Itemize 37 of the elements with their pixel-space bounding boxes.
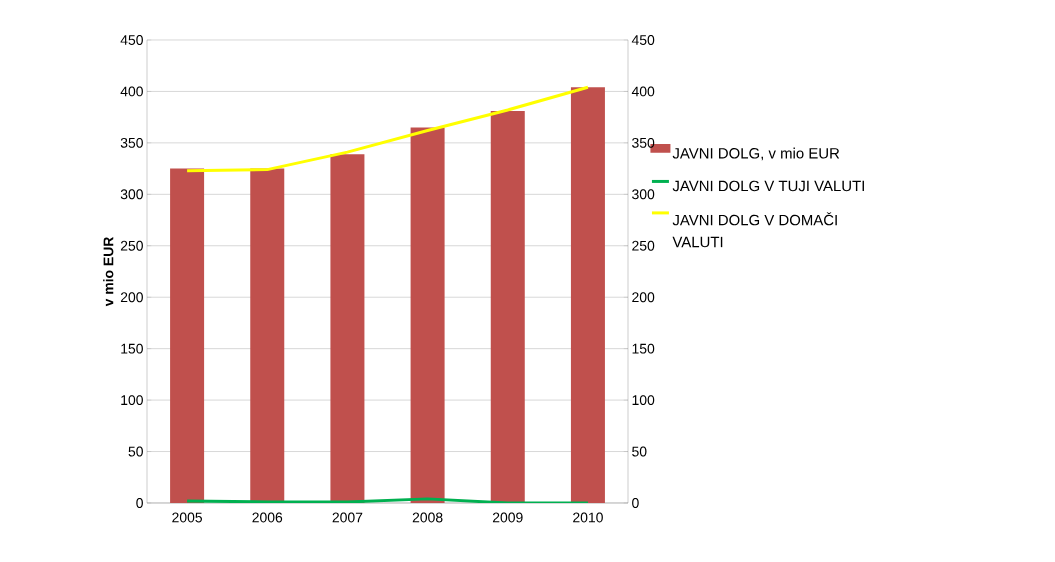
legend-label: JAVNI DOLG, v mio EUR — [672, 147, 840, 161]
y-tick-label: 50 — [128, 446, 143, 457]
y-tick-label: 0 — [136, 498, 143, 508]
legend-label: JAVNI DOLG V DOMAČI VALUTI — [672, 212, 837, 248]
y-tick-label: 450 — [120, 35, 143, 45]
legend-label: JAVNI DOLG V TUJI VALUTI — [672, 180, 864, 192]
bar — [490, 110, 525, 503]
y2-tick-label: 0 — [632, 498, 639, 508]
y2-tick-label: 100 — [632, 395, 655, 406]
y-tick-label: 400 — [120, 86, 143, 97]
y-tick-label: 300 — [120, 189, 143, 200]
x-tick-label: 2005 — [172, 512, 203, 523]
y2-tick-label: 200 — [632, 292, 655, 303]
y2-tick-label: 350 — [632, 137, 655, 148]
line-series — [185, 85, 590, 173]
bar — [570, 87, 605, 503]
x-tick-label: 2009 — [492, 512, 523, 523]
y-tick-label: 250 — [120, 240, 143, 251]
y2-tick-label: 50 — [632, 446, 647, 457]
y-axis-title: v mio EUR — [103, 236, 114, 307]
y-tick-label: 100 — [121, 395, 143, 406]
x-tick-label: 2006 — [252, 512, 283, 523]
x-tick-label: 2007 — [332, 512, 363, 523]
x-tick-label: 2010 — [573, 512, 603, 523]
bar — [410, 127, 445, 503]
y2-tick-label: 250 — [632, 240, 655, 251]
y2-tick-label: 300 — [632, 189, 655, 200]
y2-tick-label: 400 — [631, 86, 655, 97]
y-tick-label: 150 — [121, 343, 143, 354]
y-tick-label: 200 — [120, 292, 143, 303]
y2-tick-label: 450 — [631, 35, 655, 45]
y-tick-label: 350 — [120, 137, 143, 148]
y2-tick-label: 150 — [632, 343, 655, 354]
x-tick-label: 2008 — [412, 512, 443, 523]
bar — [170, 168, 205, 503]
bar — [250, 168, 285, 503]
bar — [330, 154, 365, 503]
